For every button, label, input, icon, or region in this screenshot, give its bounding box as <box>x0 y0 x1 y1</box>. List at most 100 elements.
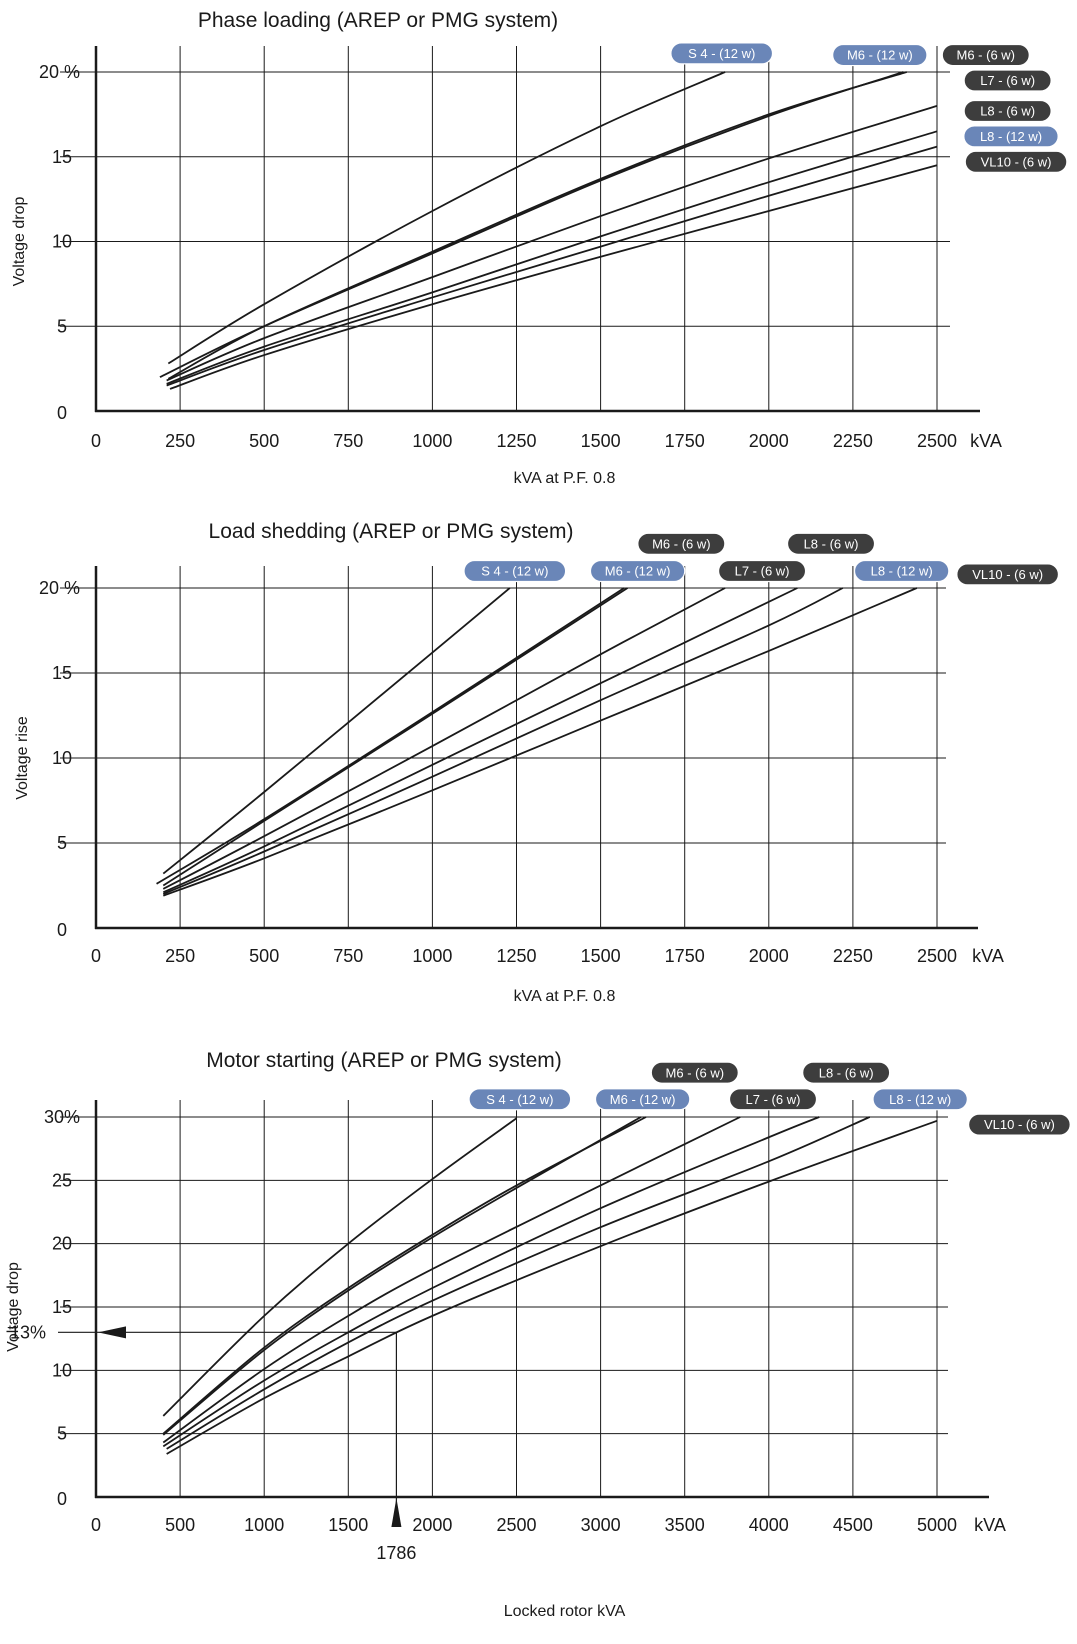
x-tick-label: 4500 <box>833 1515 873 1535</box>
series-curve <box>156 587 625 885</box>
series-curve <box>166 1116 871 1450</box>
chart-title: Phase loading (AREP or PMG system) <box>198 9 558 32</box>
x-tick-label: 1000 <box>244 1515 284 1535</box>
y-tick-label: 0 <box>57 403 67 423</box>
series-label-text: S 4 - (12 w) <box>481 564 548 579</box>
series-curve <box>169 164 938 390</box>
series-label-pill: L8 - (6 w) <box>802 1061 891 1084</box>
series-label-pill: L8 - (6 w) <box>786 532 876 555</box>
series-label-text: L8 - (12 w) <box>980 129 1042 144</box>
x-tick-label: 1500 <box>328 1515 368 1535</box>
series-curve <box>167 71 907 380</box>
x-tick-label: 1000 <box>412 946 452 966</box>
series-label-background <box>786 532 876 555</box>
series-label-text: L8 - (6 w) <box>980 104 1035 119</box>
x-unit-label: kVA <box>972 946 1004 966</box>
series-label-background <box>832 43 928 67</box>
series-label-background <box>941 43 1030 67</box>
y-tick-label: 15 <box>52 663 72 683</box>
x-unit-label: kVA <box>974 1515 1006 1535</box>
series-label-background <box>872 1088 968 1111</box>
chart-title: Motor starting (AREP or PMG system) <box>206 1049 562 1072</box>
example-x-value: 1786 <box>376 1543 416 1563</box>
series-label-pill: L8 - (12 w) <box>872 1088 968 1111</box>
example-up-arrow <box>391 1498 402 1527</box>
series-label-pill: S 4 - (12 w) <box>463 559 567 583</box>
x-tick-label: 2500 <box>917 946 957 966</box>
series-label-text: L8 - (12 w) <box>889 1092 951 1107</box>
x-tick-label: 2000 <box>749 946 789 966</box>
series-label-background <box>968 1113 1071 1136</box>
x-tick-label: 2500 <box>917 431 957 451</box>
series-label-text: M6 - (6 w) <box>666 1065 725 1080</box>
y-tick-label: 20 % <box>39 578 80 598</box>
series-label-pill: M6 - (6 w) <box>941 43 1030 67</box>
series-curve <box>162 1116 647 1435</box>
x-tick-label: 0 <box>91 946 101 966</box>
chart-title: Load shedding (AREP or PMG system) <box>209 520 574 543</box>
y-tick-label: 0 <box>57 920 67 940</box>
example-lookup: 13% 1786 <box>10 1322 416 1563</box>
y-tick-label: 15 <box>52 147 72 167</box>
y-tick-label: 25 <box>52 1170 72 1190</box>
series-label-text: L7 - (6 w) <box>735 564 790 579</box>
x-tick-label: 2000 <box>412 1515 452 1535</box>
series-label-text: M6 - (12 w) <box>605 564 671 579</box>
y-tick-label: 30% <box>44 1107 80 1127</box>
y-axis-label: Voltage rise <box>14 716 31 800</box>
x-tick-label: 500 <box>249 431 279 451</box>
series-curve <box>166 130 938 385</box>
series-label-pill: VL10 - (6 w) <box>968 1113 1071 1136</box>
x-tick-label: 0 <box>91 1515 101 1535</box>
series-label-pill: L7 - (6 w) <box>717 559 807 583</box>
x-tick-label: 500 <box>165 1515 195 1535</box>
x-tick-label: 250 <box>165 946 195 966</box>
series-label-background <box>468 1088 572 1111</box>
series-label-pill: L8 - (12 w) <box>963 125 1059 148</box>
series-label-pill: L8 - (12 w) <box>853 559 950 583</box>
y-tick-label: 10 <box>52 748 72 768</box>
x-tick-label: 750 <box>333 946 363 966</box>
x-tick-label: 2250 <box>833 431 873 451</box>
x-tick-label: 3500 <box>665 1515 705 1535</box>
series-label-background <box>963 99 1052 123</box>
chart-panel-3: Motor starting (AREP or PMG system)0 500 1… <box>5 1049 1071 1620</box>
series-label-background <box>853 559 950 583</box>
y-tick-label: 0 <box>57 1489 67 1509</box>
series-label-background <box>964 150 1068 173</box>
series-curve <box>162 587 628 887</box>
series-label-background <box>589 559 686 583</box>
x-axis-label: kVA at P.F. 0.8 <box>514 470 616 487</box>
series-curve <box>162 587 726 890</box>
x-tick-label: 0 <box>91 431 101 451</box>
x-tick-label: 500 <box>249 946 279 966</box>
y-tick-label: 20 % <box>39 62 80 82</box>
series-label-text: S 4 - (12 w) <box>486 1092 553 1107</box>
y-tick-label: 5 <box>57 1424 67 1444</box>
series-curve <box>162 1116 741 1444</box>
series-curve <box>162 1117 518 1417</box>
series-label-text: M6 - (12 w) <box>847 48 913 63</box>
y-tick-label: 5 <box>57 833 67 853</box>
series-label-text: L8 - (6 w) <box>819 1065 874 1080</box>
series-label-text: M6 - (6 w) <box>652 536 711 551</box>
x-tick-label: 1750 <box>665 946 705 966</box>
x-tick-label: 5000 <box>917 1515 957 1535</box>
series-label-pill: L7 - (6 w) <box>728 1088 818 1111</box>
y-tick-label: 10 <box>52 1360 72 1380</box>
series-label-background <box>594 1088 691 1111</box>
x-tick-label: 750 <box>333 431 363 451</box>
y-tick-label: 15 <box>52 1297 72 1317</box>
series-label-background <box>650 1061 739 1084</box>
series-label-background <box>463 559 567 583</box>
series-label-pill: M6 - (12 w) <box>832 43 928 67</box>
y-tick-label: 20 <box>52 1234 72 1254</box>
x-tick-label: 1000 <box>412 431 452 451</box>
series-label-text: VL10 - (6 w) <box>981 154 1052 169</box>
y-axis-label: Voltage drop <box>5 1262 22 1352</box>
series-label-text: S 4 - (12 w) <box>688 46 755 61</box>
series-curve <box>162 1116 820 1448</box>
series-label-pill: S 4 - (12 w) <box>670 42 774 65</box>
x-tick-label: 3000 <box>581 1515 621 1535</box>
x-unit-label: kVA <box>970 431 1002 451</box>
